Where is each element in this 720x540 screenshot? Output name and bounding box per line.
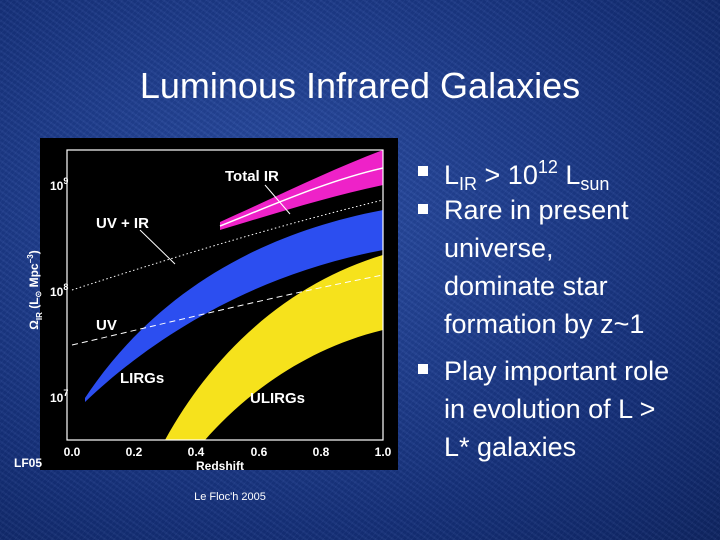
bullet-text: Rare in present	[444, 195, 629, 225]
bullet-text: L* galaxies	[444, 432, 576, 462]
bullet-marker	[418, 166, 428, 176]
band-label: ULIRGs	[250, 390, 305, 407]
lirg-band	[85, 210, 383, 402]
y-tick-label: 108	[50, 282, 68, 299]
bullet-marker	[418, 364, 428, 374]
bullet-text: dominate star	[444, 271, 608, 301]
bullet-text: LIR > 1012 Lsun	[444, 157, 609, 194]
x-tick-label: 0.4	[188, 445, 205, 459]
x-tick-label: 0.0	[64, 445, 81, 459]
bullet-marker	[418, 204, 428, 214]
bullet-text: formation by z~1	[444, 309, 644, 339]
credit: Le Floc'h 2005	[194, 491, 266, 503]
uv-line	[71, 274, 383, 346]
x-axis-label: Redshift	[196, 459, 244, 473]
ulirg-band	[165, 255, 383, 440]
figure-tag: LF05	[14, 456, 42, 470]
y-axis-label: ΩIR (L⊙ Mpc−3)	[26, 250, 44, 329]
arrow	[264, 184, 291, 215]
y-tick-label: 109	[50, 176, 68, 193]
band-label: UV	[96, 317, 117, 334]
total-ir-line	[219, 167, 383, 227]
bullet-text: in evolution of L >	[444, 394, 655, 424]
x-tick-label: 0.6	[251, 445, 268, 459]
uv-ir-line	[71, 199, 383, 291]
arrow	[139, 229, 176, 265]
bullet-list: LIR > 1012 Lsun Rare in present universe…	[418, 157, 669, 462]
title: Luminous Infrared Galaxies	[140, 65, 580, 106]
plot-frame	[66, 149, 384, 441]
x-tick-label: 0.2	[126, 445, 143, 459]
x-tick-label: 1.0	[375, 445, 392, 459]
bullet-text: universe,	[444, 233, 554, 263]
x-ticks: 0.0 0.2 0.4 0.6 0.8 1.0	[64, 445, 392, 459]
x-tick-label: 0.8	[313, 445, 330, 459]
bullet-text: Play important role	[444, 356, 669, 386]
y-tick-label: 107	[50, 388, 68, 405]
plot-area	[71, 150, 383, 440]
band-label: UV + IR	[96, 215, 149, 232]
band-label: LIRGs	[120, 370, 164, 387]
band-label: Total IR	[225, 168, 279, 185]
